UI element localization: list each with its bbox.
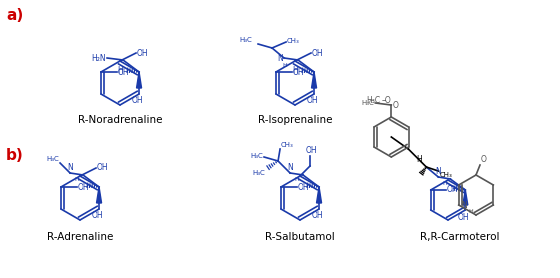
Text: H₃C: H₃C xyxy=(253,170,265,176)
Text: R,R-Carmoterol: R,R-Carmoterol xyxy=(420,232,500,242)
Text: H₃C: H₃C xyxy=(239,37,252,43)
Text: a): a) xyxy=(6,8,24,23)
Text: OH: OH xyxy=(458,213,469,222)
Text: b): b) xyxy=(6,148,24,163)
Polygon shape xyxy=(137,72,142,88)
Text: H: H xyxy=(469,209,473,214)
Text: H₃C: H₃C xyxy=(46,156,59,162)
Text: O: O xyxy=(481,155,487,164)
Text: OH: OH xyxy=(97,163,109,173)
Text: OH: OH xyxy=(305,146,317,155)
Text: R-Salbutamol: R-Salbutamol xyxy=(265,232,335,242)
Text: OH: OH xyxy=(298,182,310,192)
Text: OH: OH xyxy=(447,185,458,195)
Text: H₃C: H₃C xyxy=(250,153,263,159)
Text: OH: OH xyxy=(293,68,305,76)
Text: CH₃: CH₃ xyxy=(287,38,300,44)
Text: –O: –O xyxy=(382,96,392,105)
Text: OH: OH xyxy=(306,96,318,105)
Text: OH: OH xyxy=(91,211,103,220)
Polygon shape xyxy=(96,187,101,203)
Text: H: H xyxy=(294,177,299,182)
Text: H: H xyxy=(283,63,287,68)
Text: H₃C: H₃C xyxy=(362,100,374,106)
Polygon shape xyxy=(463,190,468,205)
Text: H: H xyxy=(117,66,123,75)
Text: H: H xyxy=(442,181,447,186)
Polygon shape xyxy=(311,72,316,88)
Text: OH: OH xyxy=(118,68,129,76)
Text: R-Noradrenaline: R-Noradrenaline xyxy=(78,115,162,125)
Text: OH: OH xyxy=(312,48,324,58)
Text: CH₃: CH₃ xyxy=(281,142,294,148)
Text: OH: OH xyxy=(131,96,143,105)
Text: R-Isoprenaline: R-Isoprenaline xyxy=(258,115,332,125)
Text: CH₃: CH₃ xyxy=(440,172,452,178)
Text: OH: OH xyxy=(78,182,90,192)
Polygon shape xyxy=(316,187,321,203)
Text: OH: OH xyxy=(311,211,323,220)
Text: N: N xyxy=(436,167,441,176)
Text: H: H xyxy=(74,177,79,182)
Text: O: O xyxy=(393,101,398,110)
Text: H: H xyxy=(292,66,298,75)
Text: H₂N: H₂N xyxy=(91,53,106,63)
Text: N: N xyxy=(287,163,293,172)
Text: N: N xyxy=(277,53,283,63)
Text: H₃C: H₃C xyxy=(366,96,380,105)
Text: R-Adrenaline: R-Adrenaline xyxy=(47,232,113,242)
Text: N: N xyxy=(67,163,73,172)
Text: N: N xyxy=(461,200,468,210)
Text: H: H xyxy=(417,155,422,164)
Text: OH: OH xyxy=(137,48,148,58)
